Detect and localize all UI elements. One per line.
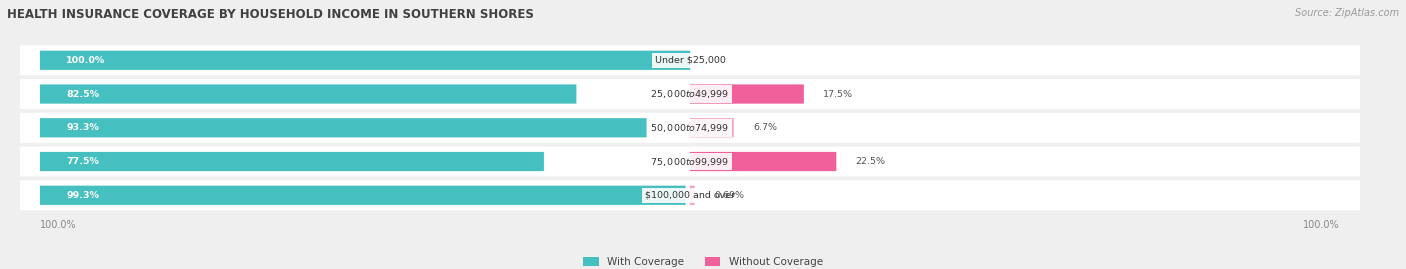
Text: $100,000 and over: $100,000 and over (645, 191, 735, 200)
FancyBboxPatch shape (39, 118, 647, 137)
Text: $75,000 to $99,999: $75,000 to $99,999 (651, 155, 730, 168)
Text: 100.0%: 100.0% (66, 56, 105, 65)
FancyBboxPatch shape (39, 51, 690, 70)
FancyBboxPatch shape (690, 118, 734, 137)
FancyBboxPatch shape (20, 180, 1360, 210)
Text: 82.5%: 82.5% (66, 90, 98, 98)
Text: 99.3%: 99.3% (66, 191, 98, 200)
Text: 77.5%: 77.5% (66, 157, 98, 166)
Text: 100.0%: 100.0% (39, 220, 77, 229)
Text: Under $25,000: Under $25,000 (655, 56, 725, 65)
Text: 0.69%: 0.69% (714, 191, 744, 200)
Text: 17.5%: 17.5% (824, 90, 853, 98)
Text: 93.3%: 93.3% (66, 123, 98, 132)
Text: 22.5%: 22.5% (856, 157, 886, 166)
FancyBboxPatch shape (39, 152, 544, 171)
Text: 6.7%: 6.7% (754, 123, 778, 132)
FancyBboxPatch shape (39, 84, 576, 104)
Text: 100.0%: 100.0% (1303, 220, 1340, 229)
FancyBboxPatch shape (20, 147, 1360, 176)
FancyBboxPatch shape (690, 186, 695, 205)
FancyBboxPatch shape (39, 186, 686, 205)
Legend: With Coverage, Without Coverage: With Coverage, Without Coverage (579, 253, 827, 269)
FancyBboxPatch shape (20, 79, 1360, 109)
Text: $50,000 to $74,999: $50,000 to $74,999 (651, 122, 730, 134)
Text: Source: ZipAtlas.com: Source: ZipAtlas.com (1295, 8, 1399, 18)
FancyBboxPatch shape (690, 84, 804, 104)
Text: HEALTH INSURANCE COVERAGE BY HOUSEHOLD INCOME IN SOUTHERN SHORES: HEALTH INSURANCE COVERAGE BY HOUSEHOLD I… (7, 8, 534, 21)
Text: $25,000 to $49,999: $25,000 to $49,999 (651, 88, 730, 100)
FancyBboxPatch shape (20, 45, 1360, 75)
FancyBboxPatch shape (20, 113, 1360, 143)
FancyBboxPatch shape (690, 152, 837, 171)
